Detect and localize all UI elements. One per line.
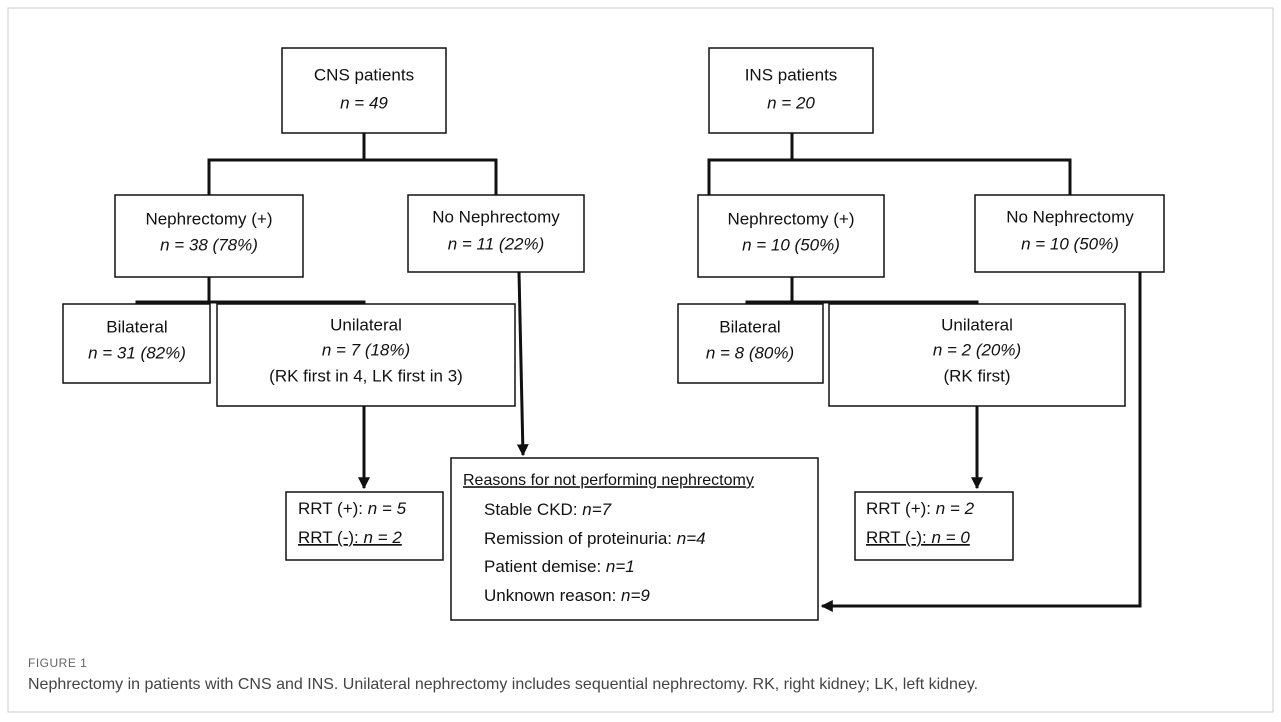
node-count: n = 20 <box>767 93 815 112</box>
node-box <box>677 303 824 384</box>
node-title: Nephrectomy (+) <box>727 209 854 228</box>
item-label: Stable CKD: <box>484 500 582 519</box>
item-label: RRT (-): <box>866 528 931 547</box>
node-item: RRT (-): n = 2 <box>298 528 402 547</box>
node-item: Stable CKD: n=7 <box>484 500 612 519</box>
node-title: Reasons for not performing nephrectomy <box>463 472 754 489</box>
node-title: Nephrectomy (+) <box>145 209 272 228</box>
node-count: n = 10 (50%) <box>742 235 840 254</box>
item-value: n=4 <box>677 529 706 548</box>
node-title: Bilateral <box>106 317 167 336</box>
node-count: n = 38 (78%) <box>160 235 258 254</box>
node-item: RRT (+): n = 5 <box>298 499 407 518</box>
item-value: n=7 <box>582 500 611 519</box>
item-value: n = 2 <box>363 528 402 547</box>
item-label: RRT (+): <box>298 499 368 518</box>
node-box <box>697 194 885 278</box>
node-box <box>974 194 1165 273</box>
item-value: n=9 <box>621 586 650 605</box>
item-value: n = 5 <box>368 499 407 518</box>
node-box <box>114 194 304 278</box>
frame <box>7 7 1274 713</box>
item-label: Patient demise: <box>484 557 606 576</box>
node-item: Remission of proteinuria: n=4 <box>484 529 706 548</box>
item-label: RRT (-): <box>298 528 363 547</box>
node-title: Unilateral <box>941 315 1013 334</box>
node-count: n = 31 (82%) <box>88 343 186 362</box>
connectors <box>135 133 1142 612</box>
node-box <box>854 491 1014 561</box>
node-title: Bilateral <box>719 317 780 336</box>
item-value: n=1 <box>606 557 635 576</box>
node-note: (RK first in 4, LK first in 3) <box>269 366 463 385</box>
node-box <box>407 194 585 273</box>
node-box <box>62 303 211 384</box>
node-title: CNS patients <box>314 65 414 84</box>
node-count: n = 2 (20%) <box>933 340 1021 359</box>
node-item: Unknown reason: n=9 <box>484 586 650 605</box>
item-value: n = 0 <box>931 528 970 547</box>
item-value: n = 2 <box>936 499 975 518</box>
node-title: INS patients <box>745 65 838 84</box>
caption-label: FIGURE 1 <box>28 656 88 670</box>
node-count: n = 10 (50%) <box>1021 234 1119 253</box>
node-item: RRT (+): n = 2 <box>866 499 975 518</box>
node-box <box>216 303 516 407</box>
node-item: RRT (-): n = 0 <box>866 528 970 547</box>
node-count: n = 8 (80%) <box>706 343 794 362</box>
node-title: No Nephrectomy <box>432 207 560 226</box>
node-count: n = 7 (18%) <box>322 340 410 359</box>
node-count: n = 49 <box>340 93 388 112</box>
node-item: Patient demise: n=1 <box>484 557 635 576</box>
node-box <box>285 491 444 561</box>
caption-text: Nephrectomy in patients with CNS and INS… <box>28 676 979 693</box>
node-note: (RK first) <box>943 366 1010 385</box>
node-box <box>281 47 447 134</box>
node-box <box>708 47 874 134</box>
node-count: n = 11 (22%) <box>448 234 545 253</box>
node-box <box>450 457 819 621</box>
node-title: No Nephrectomy <box>1006 207 1134 226</box>
item-label: RRT (+): <box>866 499 936 518</box>
node-box <box>828 303 1126 407</box>
item-label: Unknown reason: <box>484 586 621 605</box>
node-title: Unilateral <box>330 315 402 334</box>
item-label: Remission of proteinuria: <box>484 529 677 548</box>
